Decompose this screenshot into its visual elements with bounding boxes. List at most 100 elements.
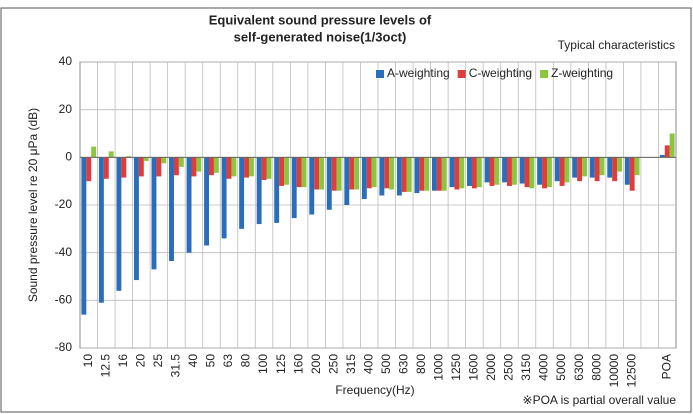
bar [582,157,587,177]
x-tick-label: 5000 [554,354,568,381]
x-tick-label: 12500 [624,354,638,388]
bar [349,157,355,190]
bar [494,157,500,185]
bar [204,157,210,246]
y-tick-label: 20 [59,102,73,116]
bar [572,157,578,178]
x-tick-label: 2500 [502,354,516,381]
bar [81,157,87,315]
chart-title: self-generated noise(1/3oct) [234,29,407,44]
x-tick-label: 200 [309,354,323,374]
bar [664,145,670,158]
bar [507,157,512,186]
bar [489,157,495,186]
bar [279,157,285,186]
bar [319,157,325,190]
x-tick-label: 800 [414,354,428,374]
x-tick-label: 80 [239,354,253,368]
bar [178,157,184,167]
x-tick-label: 4000 [537,354,551,381]
x-tick-label: 500 [379,354,393,374]
y-tick-label: -20 [55,197,73,211]
bar [291,157,297,219]
bar [524,157,530,188]
bar [296,157,302,188]
bar [577,157,583,182]
x-tick-label: 125 [274,354,288,374]
bar [589,157,595,178]
x-tick-label: 8000 [589,354,603,381]
bar [629,157,635,191]
bar [502,157,508,183]
bar [371,157,377,188]
bar [121,157,127,178]
bar [354,157,360,190]
bar [384,157,390,189]
bar [599,157,605,176]
bar [511,157,517,185]
bar [261,157,267,180]
annotation: ※POA is partial overall value [523,393,677,407]
bar [336,157,342,191]
bar [669,133,675,158]
y-axis-label: Sound pressure level re 20 μPa (dB) [26,108,40,302]
bar [436,157,442,191]
bar [554,157,560,182]
bar [459,157,465,189]
x-tick-label: 315 [344,354,358,374]
x-tick-label: 50 [204,354,218,368]
bar [406,157,412,192]
bar [133,157,139,281]
bar [607,157,613,178]
bar [326,157,332,210]
bar [256,157,262,225]
bar [659,154,665,158]
bar [542,157,547,189]
bar [424,157,430,191]
bar [471,157,477,189]
bar [239,157,245,229]
legend-swatch [540,70,549,78]
bar [467,157,472,186]
legend-label: Z-weighting [551,66,613,80]
bar [151,157,157,270]
bar [309,157,315,215]
bar [314,157,320,190]
x-tick-label: 3150 [519,354,533,381]
bar [454,157,460,190]
bar [519,157,525,184]
legend-label: A-weighting [387,66,450,80]
bar [244,157,249,178]
bar [284,157,289,185]
bar [546,157,552,188]
bar [231,157,237,177]
bar [221,157,227,239]
bar [98,157,104,303]
x-tick-label: 1000 [432,354,446,381]
y-tick-label: 0 [65,150,72,164]
x-tick-label: 160 [291,354,305,374]
frame [0,7,692,413]
bar [419,157,425,191]
x-tick-label: 1600 [467,354,481,381]
x-tick-label: 20 [134,354,148,368]
chart-title: Equivalent sound pressure levels of [209,12,432,27]
bar [108,151,114,158]
x-tick-label: 6300 [572,354,586,381]
bar [248,157,254,177]
y-tick-label: -60 [55,293,73,307]
bar [91,146,97,158]
bar [143,157,149,161]
x-tick-label: 2000 [484,354,498,381]
x-tick-label: 100 [256,354,270,374]
bar [191,157,197,177]
bar [634,157,640,176]
bar [213,157,219,173]
x-tick-label: 10000 [607,354,621,388]
bar [414,157,420,194]
bar [126,156,132,158]
bar [529,157,535,189]
bar [441,157,447,191]
bar [209,157,214,176]
bar [266,157,272,179]
